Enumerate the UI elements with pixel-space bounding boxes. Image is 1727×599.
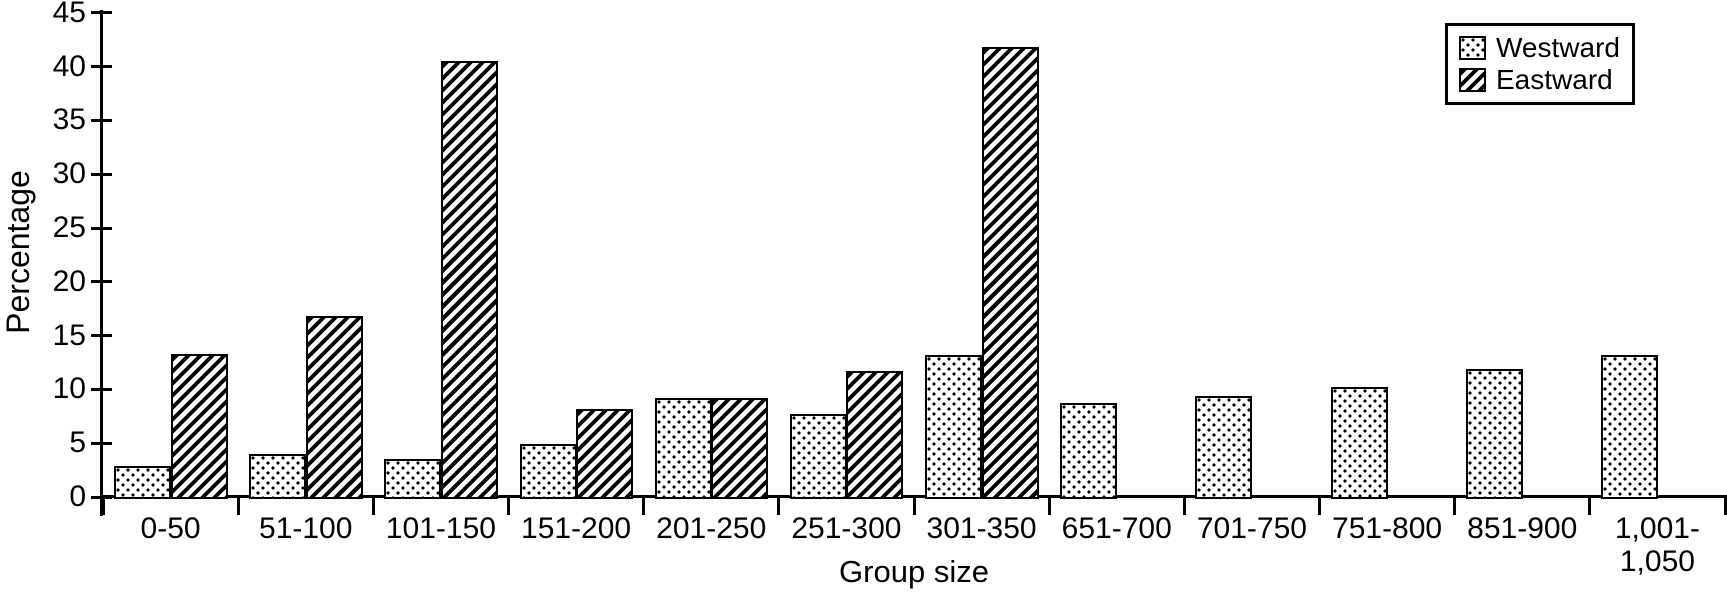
bar-westward-301-350 — [925, 354, 982, 499]
legend-item-westward: Westward — [1459, 34, 1628, 62]
x-tick-label: 251-300 — [791, 512, 902, 545]
bar-westward-151-200 — [519, 444, 577, 499]
x-tick-label: 751-800 — [1332, 512, 1443, 545]
x-tick-label: 701-750 — [1196, 512, 1307, 545]
y-tick-label: 0 — [69, 480, 86, 513]
y-tick — [91, 118, 112, 122]
bar-westward-251-300 — [789, 414, 847, 499]
y-tick — [91, 387, 112, 391]
x-tick-label: 301-350 — [926, 512, 1037, 545]
bar-westward-751-800 — [1330, 387, 1388, 499]
eastward-swatch-icon — [1459, 68, 1486, 92]
bar-eastward-101-150 — [440, 61, 498, 499]
bar-westward-201-250 — [654, 398, 712, 499]
x-tick — [507, 495, 510, 515]
legend: Westward Eastward — [1445, 23, 1635, 105]
x-tick — [101, 495, 105, 515]
x-tick — [642, 495, 646, 515]
x-tick-label: 51-100 — [259, 512, 353, 545]
y-tick — [91, 65, 112, 69]
y-tick-label: 25 — [52, 211, 86, 244]
x-tick-label: 0-50 — [140, 512, 201, 545]
legend-label-westward: Westward — [1496, 32, 1620, 63]
bar-westward-851-900 — [1465, 368, 1523, 499]
x-tick — [1318, 495, 1321, 515]
x-axis-title: Group size — [839, 554, 989, 589]
x-tick-label: 201-250 — [656, 512, 767, 545]
y-axis — [100, 10, 103, 516]
y-tick — [91, 172, 112, 176]
x-tick-label: 851-900 — [1467, 512, 1578, 545]
x-tick — [371, 495, 375, 515]
bar-eastward-201-250 — [711, 398, 769, 499]
x-tick — [1588, 495, 1592, 515]
bar-westward-51-100 — [249, 453, 307, 499]
y-tick-label: 45 — [52, 0, 86, 29]
x-tick-label: 1,001- 1,050 — [1614, 512, 1700, 578]
x-tick — [1047, 495, 1051, 515]
x-tick — [236, 495, 240, 515]
bar-eastward-51-100 — [305, 316, 363, 499]
y-tick-label: 35 — [52, 103, 86, 137]
bar-eastward-151-200 — [576, 408, 633, 499]
y-tick — [91, 441, 112, 445]
bar-westward-701-750 — [1195, 395, 1253, 499]
y-tick-label: 10 — [52, 372, 86, 406]
bar-eastward-0-50 — [170, 353, 228, 499]
y-tick-label: 40 — [52, 49, 86, 83]
x-tick — [1182, 495, 1186, 515]
x-tick — [912, 495, 916, 515]
westward-swatch-icon — [1459, 36, 1486, 60]
legend-item-eastward: Eastward — [1459, 66, 1628, 94]
y-tick — [91, 334, 112, 338]
y-tick-label: 15 — [52, 318, 86, 352]
x-tick — [777, 495, 781, 515]
y-tick — [91, 11, 112, 15]
legend-label-eastward: Eastward — [1496, 64, 1613, 95]
y-tick-label: 5 — [69, 426, 86, 460]
bar-westward-1,001-1,050 — [1600, 354, 1658, 499]
x-tick-label: 651-700 — [1061, 512, 1172, 545]
bar-westward-101-150 — [384, 459, 442, 499]
bar-eastward-251-300 — [846, 371, 904, 499]
y-tick — [91, 280, 112, 284]
bar-westward-651-700 — [1060, 403, 1118, 499]
x-tick — [1723, 495, 1727, 515]
y-axis-title: Percentage — [0, 170, 36, 334]
y-tick — [91, 226, 112, 230]
y-tick-label: 20 — [52, 264, 86, 298]
x-tick-label: 151-200 — [521, 512, 632, 545]
y-tick-label: 30 — [52, 157, 86, 191]
x-tick — [1453, 495, 1457, 515]
bar-westward-0-50 — [114, 465, 171, 499]
bar-eastward-301-350 — [981, 47, 1039, 499]
x-tick-label: 101-150 — [385, 512, 496, 545]
